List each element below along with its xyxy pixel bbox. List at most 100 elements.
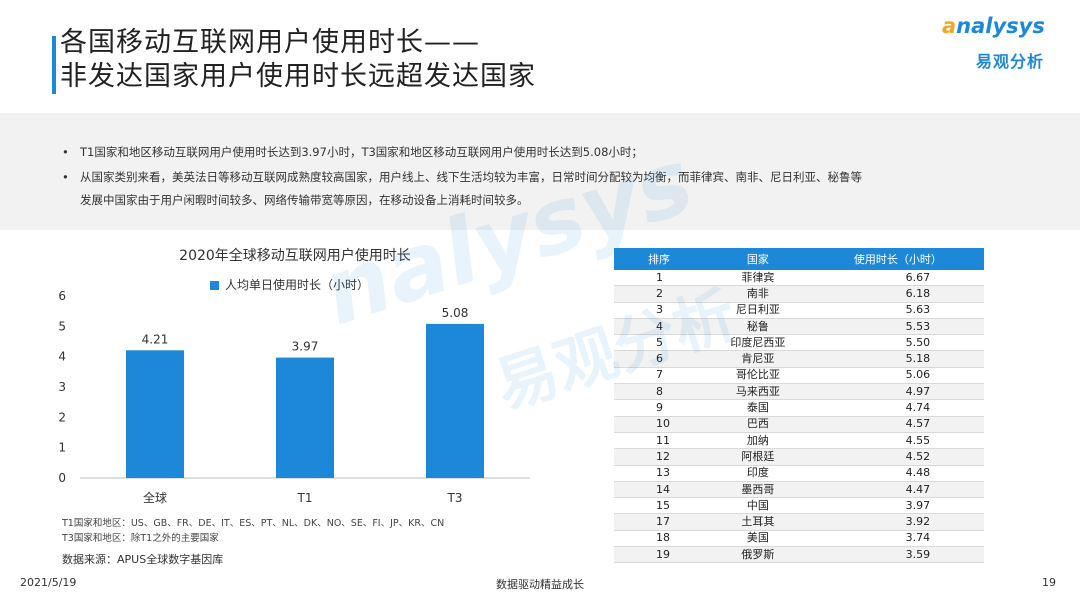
duration-cell: 4.97 xyxy=(811,383,984,401)
rank-cell: 18 xyxy=(614,530,704,548)
rank-cell: 1 xyxy=(614,270,704,287)
country-cell: 墨西哥 xyxy=(704,481,812,499)
rank-cell: 6 xyxy=(614,350,704,368)
country-cell: 中国 xyxy=(704,497,812,515)
logo-prefix: a xyxy=(942,14,957,38)
duration-cell: 5.06 xyxy=(811,367,984,385)
duration-cell: 3.97 xyxy=(811,497,984,515)
country-cell: 俄罗斯 xyxy=(704,546,812,564)
y-tick-label: 6 xyxy=(58,289,66,303)
page-title: 各国移动互联网用户使用时长—— 非发达国家用户使用时长远超发达国家 xyxy=(60,26,536,94)
duration-cell: 3.92 xyxy=(811,513,984,531)
page-title-line1: 各国移动互联网用户使用时长—— xyxy=(60,27,480,58)
country-cell: 美国 xyxy=(704,530,812,548)
table-row: 1 菲律宾 6.67 xyxy=(614,270,984,287)
table-row: 9 泰国 4.74 xyxy=(614,399,984,417)
page-title-line2: 非发达国家用户使用时长远超发达国家 xyxy=(60,61,536,92)
table-row: 10 巴西 4.57 xyxy=(614,416,984,433)
y-tick-label: 2 xyxy=(58,410,66,424)
country-cell: 加纳 xyxy=(704,432,812,450)
bullet-text: T1国家和地区移动互联网用户使用时长达到3.97小时，T3国家和地区移动互联网用… xyxy=(80,145,643,159)
x-category-label: T1 xyxy=(297,491,313,505)
duration-cell: 4.57 xyxy=(811,416,984,433)
country-cell: 南非 xyxy=(704,285,812,303)
page-number: 19 xyxy=(1042,576,1056,589)
rank-cell: 10 xyxy=(614,416,704,433)
table-row: 19 俄罗斯 3.59 xyxy=(614,546,984,564)
duration-cell: 6.67 xyxy=(811,270,984,287)
rank-cell: 7 xyxy=(614,367,704,385)
footer-slogan: 数据驱动精益成长 xyxy=(496,578,584,591)
duration-cell: 6.18 xyxy=(811,285,984,303)
analysys-logo: analysys 易观分析 xyxy=(942,14,1052,72)
bullet-dot: • xyxy=(62,170,69,184)
country-cell: 马来西亚 xyxy=(704,383,812,401)
bar-value-label: 3.97 xyxy=(292,340,319,354)
table-header-row: 排序 国家 使用时长（小时） xyxy=(614,248,984,270)
duration-cell: 4.48 xyxy=(811,465,984,482)
bar xyxy=(426,323,484,478)
duration-cell: 4.47 xyxy=(811,481,984,499)
rank-cell: 13 xyxy=(614,465,704,482)
table-row: 11 加纳 4.55 xyxy=(614,432,984,450)
bar xyxy=(276,357,334,478)
chart-title: 2020年全球移动互联网用户使用时长 xyxy=(179,248,411,264)
country-cell: 土耳其 xyxy=(704,513,812,531)
header-duration: 使用时长（小时） xyxy=(811,248,984,270)
duration-cell: 4.55 xyxy=(811,432,984,450)
table-row: 14 墨西哥 4.47 xyxy=(614,481,984,499)
bullet-dot: • xyxy=(62,145,69,159)
legend-label: 人均单日使用时长（小时） xyxy=(225,278,370,292)
footer-date: 2021/5/19 xyxy=(20,576,77,589)
rank-cell: 19 xyxy=(614,546,704,564)
country-cell: 印度尼西亚 xyxy=(704,334,812,352)
country-cell: 菲律宾 xyxy=(704,270,812,287)
duration-cell: 4.52 xyxy=(811,448,984,466)
country-cell: 肯尼亚 xyxy=(704,350,812,368)
chart-legend: 人均单日使用时长（小时） xyxy=(210,276,369,293)
table-row: 2 南非 6.18 xyxy=(614,285,984,303)
logo-text-cn: 易观分析 xyxy=(975,52,1044,71)
y-tick-label: 0 xyxy=(58,471,66,485)
table-row: 6 肯尼亚 5.18 xyxy=(614,350,984,368)
rank-cell: 14 xyxy=(614,481,704,499)
bullet-text: 发展中国家由于用户闲暇时间较多、网络传输带宽等原因，在移动设备上消耗时间较多。 xyxy=(80,193,529,207)
rank-cell: 5 xyxy=(614,334,704,352)
summary-panel: • T1国家和地区移动互联网用户使用时长达到3.97小时，T3国家和地区移动互联… xyxy=(0,113,1080,230)
table-row: 12 阿根廷 4.52 xyxy=(614,448,984,466)
country-cell: 印度 xyxy=(704,465,812,482)
duration-cell: 5.53 xyxy=(811,318,984,336)
table-row: 8 马来西亚 4.97 xyxy=(614,383,984,401)
bar xyxy=(126,350,184,478)
country-cell: 巴西 xyxy=(704,416,812,433)
ranking-table: 排序 国家 使用时长（小时） 1 菲律宾 6.67 2 南非 6.18 3 尼日利亚 5.63 4… xyxy=(614,248,984,564)
country-cell: 秘鲁 xyxy=(704,318,812,336)
bar-value-label: 5.08 xyxy=(442,306,469,320)
x-category-label: 全球 xyxy=(143,490,167,505)
data-source: 数据来源：APUS全球数字基因库 xyxy=(62,553,224,566)
rank-cell: 9 xyxy=(614,399,704,417)
table-row: 18 美国 3.74 xyxy=(614,530,984,548)
duration-cell: 5.50 xyxy=(811,334,984,352)
rank-cell: 2 xyxy=(614,285,704,303)
logo-rest: nalysys xyxy=(956,14,1045,38)
table-row: 15 中国 3.97 xyxy=(614,497,984,515)
country-cell: 哥伦比亚 xyxy=(704,367,812,385)
y-tick-label: 3 xyxy=(58,380,66,394)
country-cell: 阿根廷 xyxy=(704,448,812,466)
table-row: 7 哥伦比亚 5.06 xyxy=(614,367,984,385)
logo-text-en: analysys xyxy=(942,14,1045,38)
duration-cell: 5.63 xyxy=(811,302,984,319)
rank-cell: 17 xyxy=(614,513,704,531)
duration-cell: 3.74 xyxy=(811,530,984,548)
duration-cell: 3.59 xyxy=(811,546,984,564)
table-row: 4 秘鲁 5.53 xyxy=(614,318,984,336)
table-row: 5 印度尼西亚 5.50 xyxy=(614,334,984,352)
bullet-text: 从国家类别来看，美英法日等移动互联网成熟度较高国家，用户线上、线下生活均较为丰富… xyxy=(80,170,862,184)
duration-cell: 4.74 xyxy=(811,399,984,417)
note-t3: T3国家和地区：除T1之外的主要国家 xyxy=(62,533,219,544)
country-cell: 泰国 xyxy=(704,399,812,417)
table-row: 3 尼日利亚 5.63 xyxy=(614,302,984,319)
rank-cell: 11 xyxy=(614,432,704,450)
table-row: 17 土耳其 3.92 xyxy=(614,513,984,531)
